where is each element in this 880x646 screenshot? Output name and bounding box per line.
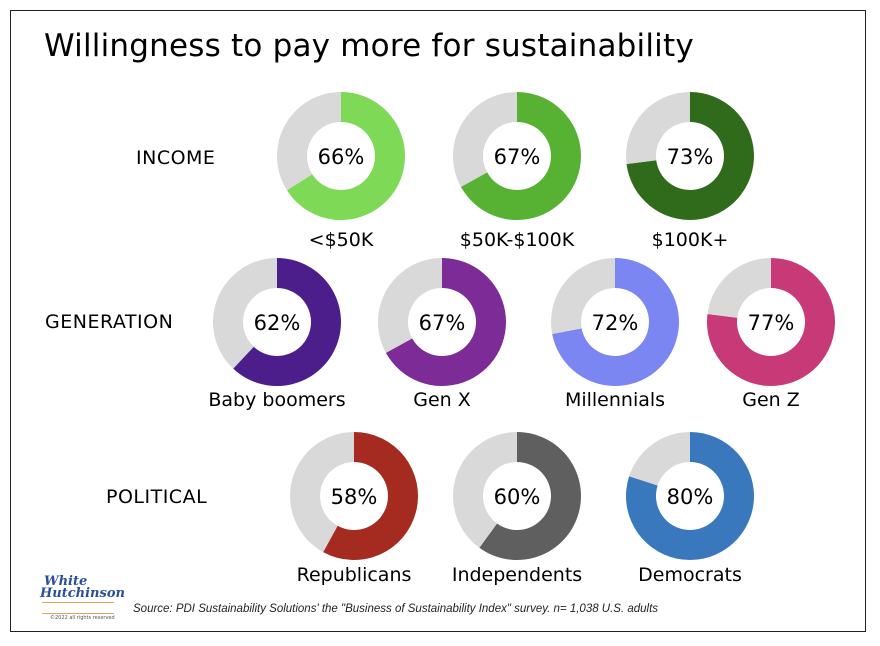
category-label-baby-boomers: Baby boomers xyxy=(208,389,346,411)
slice-remainder-democrats xyxy=(629,432,690,486)
value-label-gen-x: 67% xyxy=(419,311,466,335)
logo-text-line2: Hutchinson xyxy=(40,586,125,601)
donut-50k: 66% xyxy=(277,92,405,221)
donut-baby-boomers: 62% xyxy=(213,258,341,386)
category-label-independents: Independents xyxy=(451,564,583,586)
slice-value-independents xyxy=(479,432,581,560)
slice-value-republicans xyxy=(323,432,418,560)
donut-100k: 73% xyxy=(626,92,754,220)
slice-remainder-republicans xyxy=(290,432,354,553)
donut-democrats: 80% xyxy=(626,432,754,560)
group-label-income: INCOME xyxy=(136,147,216,169)
slice-remainder-100k xyxy=(626,92,690,165)
slice-remainder-independents xyxy=(453,432,517,548)
donut-gen-x: 67% xyxy=(378,258,507,386)
donut-gen-z: 77% xyxy=(706,258,835,386)
slice-value-baby-boomers xyxy=(233,258,341,386)
value-label-50k: 66% xyxy=(318,145,365,169)
category-label-100k: $100K+ xyxy=(651,229,729,251)
category-label-50k-100k: $50K-$100K xyxy=(459,229,575,251)
donut-millennials: 72% xyxy=(551,258,679,386)
value-label-republicans: 58% xyxy=(331,485,378,509)
slice-value-democrats xyxy=(626,432,754,560)
category-label-gen-x: Gen X xyxy=(413,389,471,411)
donut-republicans: 58% xyxy=(290,432,418,560)
slice-value-50k xyxy=(286,92,405,221)
white-hutchinson-logo: White Hutchinson ©2022 all rights reserv… xyxy=(38,574,125,624)
source-note: Source: PDI Sustainability Solutions' th… xyxy=(133,603,659,615)
slice-value-gen-x xyxy=(385,258,507,386)
category-label-democrats: Democrats xyxy=(638,564,742,586)
chart-title: Willingness to pay more for sustainabili… xyxy=(44,28,694,64)
slice-remainder-50k-100k xyxy=(453,92,517,187)
slice-remainder-gen-z xyxy=(707,258,771,318)
logo-copyright: ©2022 all rights reserved xyxy=(50,615,115,621)
value-label-millennials: 72% xyxy=(592,311,639,335)
logo-tagline-band xyxy=(42,602,114,614)
donut-independents: 60% xyxy=(453,432,581,560)
slice-remainder-50k xyxy=(277,92,341,191)
slice-remainder-gen-x xyxy=(378,258,442,353)
category-label-gen-z: Gen Z xyxy=(742,389,800,411)
slice-value-millennials xyxy=(552,258,679,386)
slice-remainder-baby-boomers xyxy=(213,258,277,369)
group-label-generation: GENERATION xyxy=(45,311,174,333)
value-label-100k: 73% xyxy=(667,145,714,169)
slice-value-gen-z xyxy=(706,258,835,386)
logo-text-line1: White xyxy=(44,574,88,589)
category-label-millennials: Millennials xyxy=(564,389,666,411)
value-label-democrats: 80% xyxy=(667,485,714,509)
slice-value-100k xyxy=(626,92,754,220)
group-label-political: POLITICAL xyxy=(106,486,208,508)
category-label-republicans: Republicans xyxy=(296,564,412,586)
value-label-baby-boomers: 62% xyxy=(254,311,301,335)
slice-remainder-millennials xyxy=(551,258,615,334)
value-label-gen-z: 77% xyxy=(748,311,795,335)
category-label-50k: <$50K xyxy=(308,229,374,251)
value-label-independents: 60% xyxy=(494,485,541,509)
slice-value-50k-100k xyxy=(460,92,581,220)
value-label-50k-100k: 67% xyxy=(494,145,541,169)
donut-50k-100k: 67% xyxy=(453,92,581,220)
